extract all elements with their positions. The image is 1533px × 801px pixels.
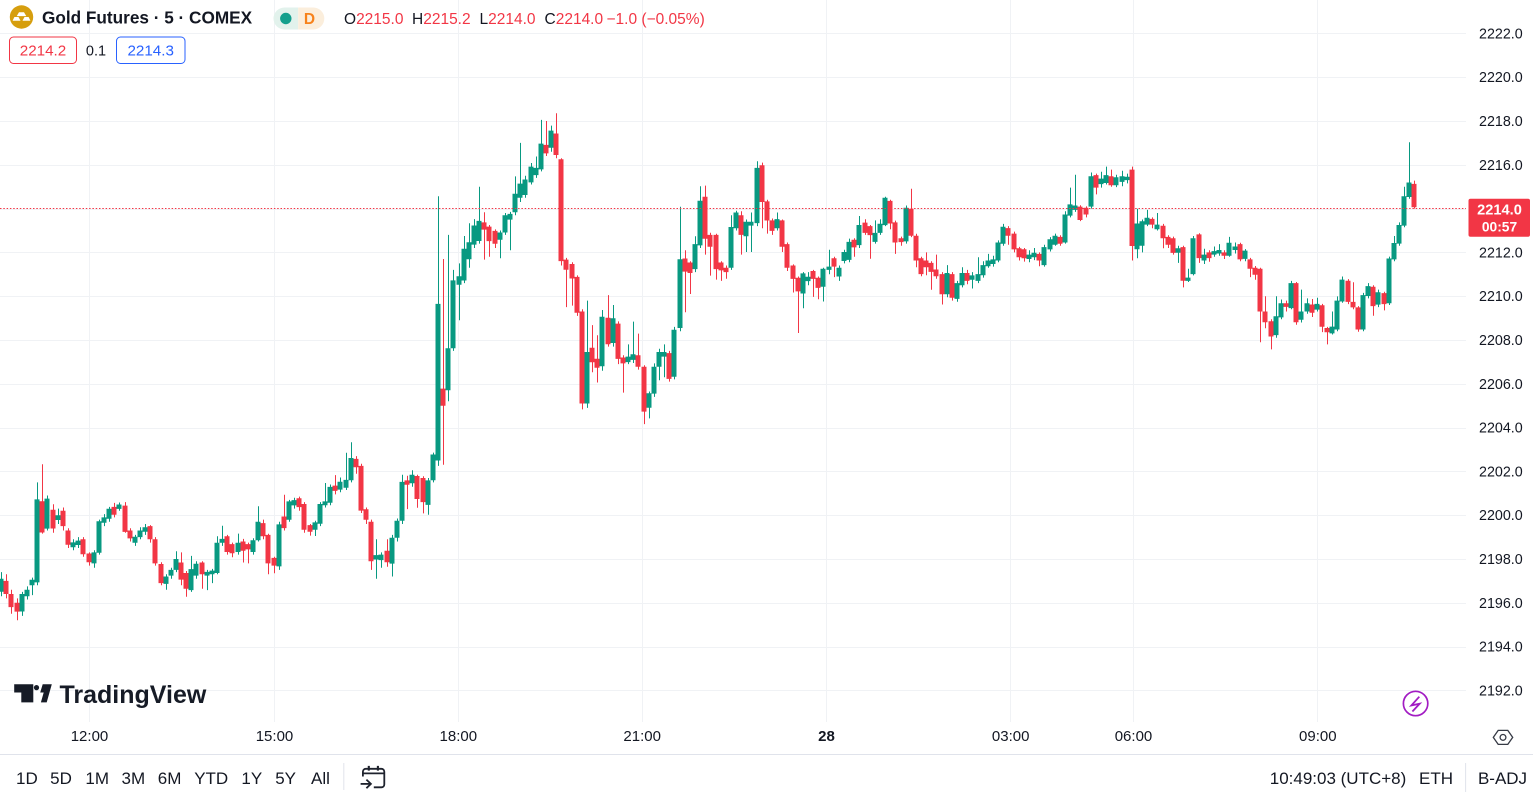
svg-text:0.1: 0.1 [86,44,106,60]
svg-text:15:00: 15:00 [256,728,294,745]
svg-text:2212.0: 2212.0 [1479,245,1523,261]
svg-text:1M: 1M [85,769,109,788]
svg-text:2214.2: 2214.2 [20,43,66,60]
svg-text:3M: 3M [121,769,145,788]
svg-text:10:49:03 (UTC+8): 10:49:03 (UTC+8) [1270,769,1407,788]
svg-text:2222.0: 2222.0 [1479,26,1523,42]
svg-text:2210.0: 2210.0 [1479,289,1523,305]
svg-text:2202.0: 2202.0 [1479,464,1523,480]
svg-text:2218.0: 2218.0 [1479,114,1523,130]
svg-text:L2214.0: L2214.0 [480,11,536,28]
svg-text:2194.0: 2194.0 [1479,640,1523,656]
svg-text:09:00: 09:00 [1299,728,1337,745]
svg-text:2214.0: 2214.0 [1477,203,1522,219]
svg-text:B-ADJ: B-ADJ [1478,769,1527,788]
svg-text:2204.0: 2204.0 [1479,421,1523,437]
svg-text:−1.0 (−0.05%): −1.0 (−0.05%) [607,11,705,28]
svg-text:5Y: 5Y [275,769,296,788]
svg-text:2196.0: 2196.0 [1479,596,1523,612]
svg-text:D: D [304,11,315,28]
svg-text:03:00: 03:00 [992,728,1030,745]
svg-text:1Y: 1Y [241,769,262,788]
svg-text:TradingView: TradingView [60,681,207,709]
svg-text:1D: 1D [16,769,38,788]
svg-text:2220.0: 2220.0 [1479,70,1523,86]
svg-text:18:00: 18:00 [440,728,478,745]
svg-text:06:00: 06:00 [1115,728,1153,745]
svg-text:2192.0: 2192.0 [1479,683,1523,699]
svg-text:2216.0: 2216.0 [1479,158,1523,174]
svg-text:5D: 5D [50,769,72,788]
svg-text:C2214.0: C2214.0 [545,11,604,28]
svg-text:Gold Futures · 5 · COMEX: Gold Futures · 5 · COMEX [42,8,253,28]
svg-text:28: 28 [818,728,835,745]
svg-text:6M: 6M [158,769,182,788]
svg-text:2200.0: 2200.0 [1479,508,1523,524]
svg-text:O2215.0: O2215.0 [344,11,404,28]
svg-text:H2215.2: H2215.2 [412,11,471,28]
svg-text:21:00: 21:00 [623,728,661,745]
svg-text:2206.0: 2206.0 [1479,377,1523,393]
svg-text:YTD: YTD [194,769,228,788]
svg-text:00:57: 00:57 [1482,220,1518,235]
svg-text:ETH: ETH [1419,769,1453,788]
svg-text:2198.0: 2198.0 [1479,552,1523,568]
svg-text:All: All [311,769,330,788]
svg-text:12:00: 12:00 [71,728,109,745]
svg-text:2214.3: 2214.3 [127,43,173,60]
svg-text:2208.0: 2208.0 [1479,333,1523,349]
